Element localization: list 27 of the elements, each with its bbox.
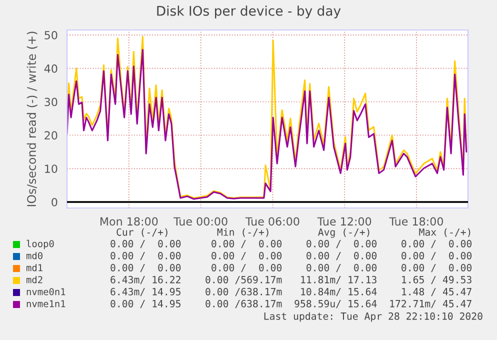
legend-label: loop0 — [26, 240, 54, 250]
y-tick-label: 40 — [44, 64, 58, 73]
chart-title: Disk IOs per device - by day — [157, 6, 341, 18]
legend-label: md0 — [26, 252, 42, 260]
x-tick-label: Mon 18:00 — [100, 217, 158, 226]
text: 0.00 / 0.00 0.00 / 0.00 0.00 / 0.00 0.00 / 0.00 — [110, 240, 472, 248]
legend-label: nvme1n1 — [26, 300, 66, 308]
text: Last update: Tue Apr 28 22:10:10 2020 — [264, 312, 482, 322]
text: 0.00 / 0.00 0.00 / 0.00 0.00 / 0.00 0.00 / 0.00 — [110, 252, 472, 260]
text: 0.00 / 0.00 0.00 / 0.00 0.00 / 0.00 0.00 / 0.00 — [110, 264, 472, 272]
text: Cur (-/+) Min (-/+) Avg (-/+) Max (-/+) — [116, 228, 470, 238]
text: 6.43m/ 14.95 0.00 /638.17m 10.84m/ 15.64 1.48 / 45.47 — [110, 288, 472, 296]
legend-label: md2 — [26, 276, 42, 284]
text: 6.43m/ 16.22 0.00 /569.17m 11.81m/ 17.13 1.65 / 49.53 — [110, 276, 472, 284]
y-tick-label: 50 — [44, 30, 58, 40]
y-tick-label: 10 — [45, 164, 58, 173]
text: 0.00 / 14.95 0.00 /638.17m 958.59u/ 15.64 172.71m/ 45.47 — [110, 300, 472, 308]
y-tick-label: 0 — [52, 198, 58, 206]
legend-label: md1 — [26, 264, 42, 272]
legend-label: nvme0n1 — [26, 288, 66, 296]
y-axis-title: IOs/second read (-) / write (+) — [26, 32, 38, 206]
y-tick-label: 30 — [44, 98, 58, 106]
x-tick-label: Tue 06:00 — [245, 217, 300, 226]
x-tick-label: Tue 12:00 — [317, 217, 372, 226]
y-tick-label: 20 — [44, 131, 58, 140]
x-tick-label: Tue 00:00 — [174, 217, 228, 226]
x-tick-label: Tue 18:00 — [389, 217, 444, 226]
